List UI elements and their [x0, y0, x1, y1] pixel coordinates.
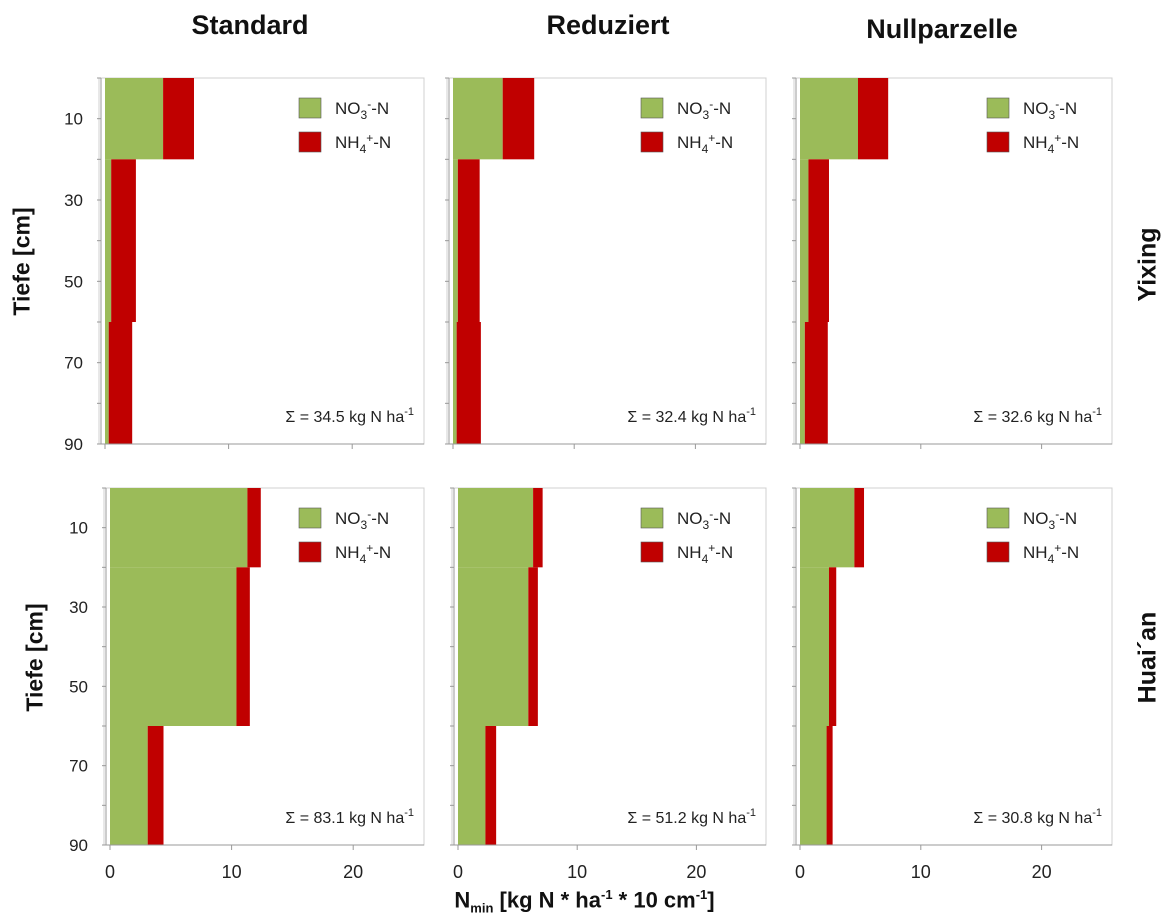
legend-label-nh4: NH4+-N — [677, 131, 733, 156]
legend-swatch-no3 — [298, 97, 322, 119]
bar-no3-layer-1 — [800, 159, 809, 322]
bar-nh4-layer-1 — [111, 159, 136, 322]
bar-no3-layer-2 — [458, 726, 486, 845]
panel-huaian-standard: 10 30 50 70 90 0 10 20 NO3--N NH4+-N Σ = 83.1 kg N… — [69, 487, 425, 882]
panel-huaian-nullparzelle: 0 10 20 NO3--N NH4+-N Σ = 30.8 kg N ha-1 — [792, 487, 1113, 882]
legend-label-nh4: NH4+-N — [335, 131, 391, 156]
sum-annotation: Σ = 32.6 kg N ha-1 — [973, 406, 1102, 426]
bar-no3-layer-2 — [110, 726, 148, 845]
bar-no3-layer-2 — [800, 726, 827, 845]
bar-nh4-layer-0 — [247, 488, 261, 568]
legend-label-no3: NO3--N — [335, 507, 389, 532]
legend-label-nh4: NH4+-N — [1023, 131, 1079, 156]
bar-no3-layer-0 — [453, 78, 503, 160]
x-tick-label: 0 — [105, 862, 115, 882]
panel-yixing-standard: 10 30 50 70 90 NO3--N NH4+-N Σ = 34.5 kg N ha-1 — [64, 77, 425, 454]
y-tick-label: 10 — [69, 519, 88, 538]
x-tick-label: 20 — [1032, 862, 1052, 882]
column-title-nullparzelle: Nullparzelle — [866, 14, 1018, 44]
column-title-reduziert: Reduziert — [546, 10, 670, 40]
y-tick-label: 10 — [64, 110, 83, 129]
column-title-standard: Standard — [191, 10, 309, 40]
bar-no3-layer-1 — [105, 159, 112, 322]
bar-nh4-layer-0 — [163, 78, 194, 160]
bar-no3-layer-1 — [110, 567, 237, 726]
sum-annotation: Σ = 32.4 kg N ha-1 — [627, 406, 756, 426]
y-tick-label: 70 — [69, 757, 88, 776]
y-tick-label: 50 — [64, 272, 83, 291]
bar-nh4-layer-0 — [533, 488, 543, 568]
bar-no3-layer-1 — [800, 567, 829, 726]
x-tick-label: 10 — [222, 862, 242, 882]
legend-label-no3: NO3--N — [677, 97, 731, 122]
bar-no3-layer-0 — [800, 488, 855, 568]
bar-no3-layer-0 — [105, 78, 164, 160]
sum-annotation: Σ = 34.5 kg N ha-1 — [285, 406, 414, 426]
legend-label-no3: NO3--N — [1023, 97, 1077, 122]
y-tick-label: 30 — [69, 598, 88, 617]
y-tick-label: 70 — [64, 354, 83, 373]
y-tick-label: 30 — [64, 191, 83, 210]
legend-swatch-nh4 — [986, 131, 1010, 153]
panel-yixing-reduziert: NO3--N NH4+-N Σ = 32.4 kg N ha-1 — [445, 77, 767, 449]
x-tick-label: 10 — [911, 862, 931, 882]
legend-swatch-no3 — [986, 507, 1010, 529]
legend-swatch-no3 — [640, 97, 664, 119]
bar-nh4-layer-0 — [854, 488, 865, 568]
bar-nh4-layer-1 — [236, 567, 250, 726]
legend-label-no3: NO3--N — [1023, 507, 1077, 532]
legend-swatch-no3 — [298, 507, 322, 529]
x-tick-label: 20 — [343, 862, 363, 882]
x-axis-label: Nmin [kg N * ha-1 * 10 cm-1] — [454, 887, 715, 916]
y-tick-label: 50 — [69, 677, 88, 696]
bar-no3-layer-0 — [110, 488, 248, 568]
y-tick-label: 90 — [64, 435, 83, 454]
bar-nh4-layer-2 — [826, 726, 833, 845]
legend-swatch-nh4 — [640, 541, 664, 563]
legend-label-no3: NO3--N — [335, 97, 389, 122]
legend-label-no3: NO3--N — [677, 507, 731, 532]
bar-nh4-layer-2 — [456, 322, 481, 444]
bar-no3-layer-1 — [453, 159, 458, 322]
y-tick-label: 90 — [69, 836, 88, 855]
bar-no3-layer-2 — [105, 322, 109, 444]
x-tick-label: 20 — [686, 862, 706, 882]
bar-nh4-layer-1 — [828, 567, 837, 726]
bar-no3-layer-1 — [458, 567, 529, 726]
legend-label-nh4: NH4+-N — [677, 541, 733, 566]
legend-swatch-no3 — [986, 97, 1010, 119]
legend-swatch-nh4 — [298, 131, 322, 153]
sum-annotation: Σ = 30.8 kg N ha-1 — [973, 807, 1102, 827]
sum-annotation: Σ = 83.1 kg N ha-1 — [285, 807, 414, 827]
bar-no3-layer-2 — [453, 322, 457, 444]
legend-swatch-nh4 — [986, 541, 1010, 563]
bar-nh4-layer-2 — [147, 726, 164, 845]
bar-nh4-layer-0 — [857, 78, 889, 160]
legend-label-nh4: NH4+-N — [335, 541, 391, 566]
bar-nh4-layer-1 — [808, 159, 829, 322]
bar-nh4-layer-2 — [108, 322, 133, 444]
sum-annotation: Σ = 51.2 kg N ha-1 — [627, 807, 756, 827]
legend-label-nh4: NH4+-N — [1023, 541, 1079, 566]
bar-no3-layer-0 — [458, 488, 534, 568]
bar-no3-layer-2 — [800, 322, 805, 444]
panel-yixing-nullparzelle: NO3--N NH4+-N Σ = 32.6 kg N ha-1 — [792, 77, 1113, 449]
x-tick-label: 10 — [567, 862, 587, 882]
legend-swatch-nh4 — [640, 131, 664, 153]
x-tick-label: 0 — [795, 862, 805, 882]
bar-no3-layer-0 — [800, 78, 858, 160]
legend-swatch-nh4 — [298, 541, 322, 563]
bar-nh4-layer-1 — [528, 567, 538, 726]
panel-huaian-reduziert: 0 10 20 NO3--N NH4+-N Σ = 51.2 kg N ha-1 — [450, 487, 767, 882]
bar-nh4-layer-2 — [804, 322, 828, 444]
bar-nh4-layer-1 — [457, 159, 480, 322]
bar-nh4-layer-2 — [485, 726, 497, 845]
legend-swatch-no3 — [640, 507, 664, 529]
bar-nh4-layer-0 — [502, 78, 535, 160]
x-tick-label: 0 — [453, 862, 463, 882]
